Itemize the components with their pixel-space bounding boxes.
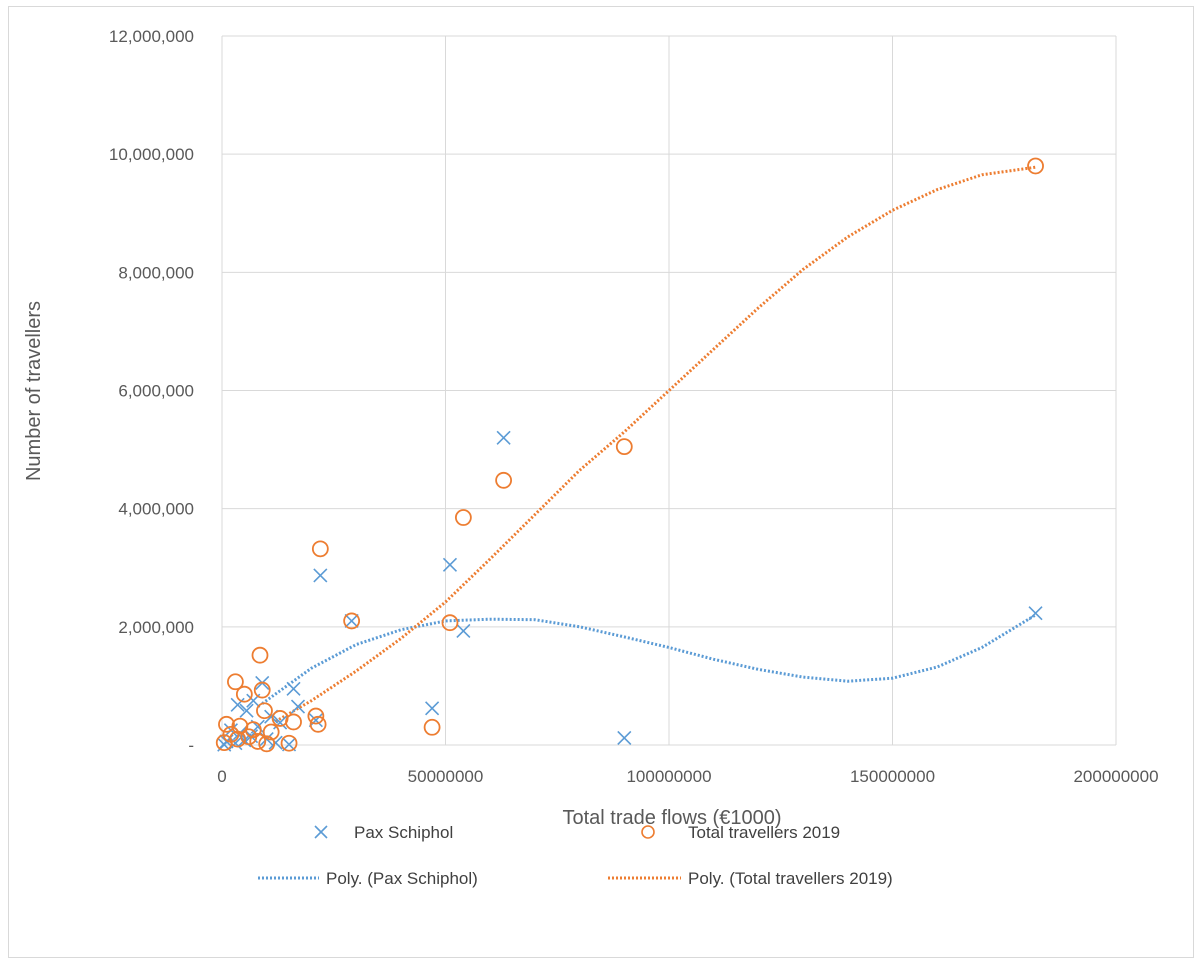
data-point-total-travellers-2019: [280, 734, 298, 752]
chart-area: [8, 6, 1194, 958]
marker-stroke: [442, 557, 458, 572]
marker-stroke: [286, 681, 301, 696]
marker-stroke: [344, 613, 359, 628]
marker-stroke: [268, 735, 283, 750]
data-point-total-travellers-2019: [253, 681, 271, 699]
marker-stroke: [290, 699, 306, 714]
marker-stroke: [456, 623, 471, 639]
trendline-total-travellers-2019: [274, 165, 1036, 723]
marker-stroke: [425, 701, 440, 716]
marker-stroke: [617, 730, 632, 745]
data-point-total-travellers-2019: [215, 734, 233, 752]
data-point-pax-schiphol: [344, 613, 359, 628]
data-point-total-travellers-2019: [441, 614, 459, 632]
data-point-total-travellers-2019: [615, 438, 633, 456]
legend-label-poly-total-travellers-2019: Poly. (Total travellers 2019): [688, 869, 893, 888]
marker-stroke: [239, 703, 254, 718]
data-point-total-travellers-2019: [256, 702, 273, 720]
legend-label-pax-schiphol: Pax Schiphol: [354, 823, 453, 842]
data-point-total-travellers-2019: [311, 540, 329, 558]
legend-label-poly-pax-schiphol: Poly. (Pax Schiphol): [326, 869, 478, 888]
data-point-total-travellers-2019: [249, 733, 267, 750]
y-tick-label: 10,000,000: [109, 145, 194, 164]
data-point-total-travellers-2019: [218, 715, 235, 733]
data-point-total-travellers-2019: [309, 715, 327, 733]
marker-stroke: [313, 568, 328, 583]
data-point-total-travellers-2019: [423, 718, 441, 736]
y-tick-label: 4,000,000: [118, 500, 194, 519]
data-point-pax-schiphol: [313, 568, 328, 583]
data-point-pax-schiphol: [456, 623, 471, 639]
marker-stroke: [496, 430, 511, 445]
data-point-total-travellers-2019: [262, 723, 280, 741]
y-tick-label: 2,000,000: [118, 618, 194, 637]
marker-stroke: [1028, 606, 1043, 621]
data-point-total-travellers-2019: [251, 646, 269, 664]
data-point-total-travellers-2019: [454, 509, 472, 526]
data-point-pax-schiphol: [308, 713, 323, 728]
data-point-total-travellers-2019: [240, 728, 258, 746]
x-tick-label: 0: [217, 767, 226, 786]
y-tick-label: 6,000,000: [118, 382, 194, 401]
data-point-total-travellers-2019: [227, 673, 244, 691]
data-point-pax-schiphol: [1028, 606, 1043, 621]
legend-item-pax-schiphol: Pax Schiphol: [314, 823, 453, 842]
y-axis-title: Number of travellers: [23, 301, 45, 481]
data-markers: [215, 157, 1044, 753]
legend-item-total-travellers-2019: Total travellers 2019: [641, 823, 840, 842]
x-tick-label: 50000000: [408, 767, 484, 786]
trendline-pax-schiphol: [261, 613, 1037, 705]
legend-label-total-travellers-2019: Total travellers 2019: [688, 823, 840, 842]
data-point-total-travellers-2019: [307, 707, 325, 725]
data-point-total-travellers-2019: [235, 685, 253, 703]
marker-stroke: [308, 713, 323, 728]
x-tick-label: 150000000: [850, 767, 935, 786]
data-point-pax-schiphol: [239, 703, 254, 718]
data-point-pax-schiphol: [290, 699, 306, 714]
data-point-pax-schiphol: [230, 697, 245, 712]
legend-circle-marker-icon: [641, 825, 655, 839]
data-point-pax-schiphol: [617, 730, 632, 745]
legend-item-poly-pax-schiphol: Poly. (Pax Schiphol): [258, 869, 478, 888]
y-tick-label: -: [188, 736, 194, 755]
x-tick-label: 200000000: [1073, 767, 1158, 786]
data-point-total-travellers-2019: [285, 713, 302, 731]
data-point-pax-schiphol: [286, 681, 301, 696]
gridlines: [221, 35, 1117, 746]
data-point-total-travellers-2019: [258, 735, 276, 753]
x-axis-title: Total trade flows (€1000): [562, 807, 781, 829]
data-point-pax-schiphol: [425, 701, 440, 716]
data-point-total-travellers-2019: [495, 471, 513, 489]
marker-stroke: [228, 736, 243, 751]
legend: Pax Schiphol Total travellers 2019 Poly.…: [258, 823, 893, 888]
y-tick-label: 8,000,000: [118, 263, 194, 282]
trendlines: [261, 165, 1037, 723]
tick-labels: - 2,000,000 4,000,000 6,000,000 8,000,000 10,…: [109, 27, 1159, 786]
y-tick-label: 12,000,000: [109, 27, 194, 46]
data-point-pax-schiphol: [442, 557, 458, 572]
legend-item-poly-total-travellers-2019: Poly. (Total travellers 2019): [608, 869, 893, 888]
data-point-total-travellers-2019: [1027, 157, 1044, 175]
legend-x-marker-icon: [314, 825, 328, 839]
x-tick-label: 100000000: [626, 767, 711, 786]
data-point-pax-schiphol: [496, 430, 511, 445]
data-point-total-travellers-2019: [343, 612, 361, 630]
